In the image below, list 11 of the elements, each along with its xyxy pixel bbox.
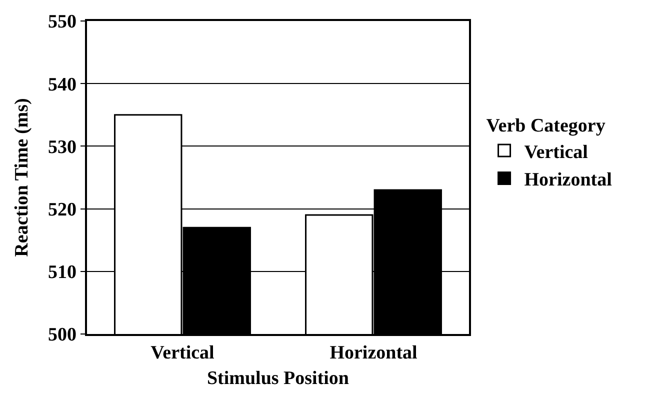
- y-tick-label: 510: [48, 262, 76, 284]
- y-tick-label: 520: [48, 199, 76, 220]
- legend-label: Vertical: [524, 142, 588, 163]
- legend-title: Verb Category: [486, 116, 606, 137]
- y-tick-label: 550: [48, 12, 76, 33]
- x-axis-title: Stimulus Position: [206, 368, 350, 389]
- y-axis-title: Reaction Time (ms): [11, 98, 32, 257]
- y-tick-label: 540: [48, 74, 76, 96]
- y-tick-label: 500: [48, 324, 76, 346]
- y-tick-label: 530: [48, 136, 76, 158]
- legend-label: Horizontal: [524, 170, 612, 191]
